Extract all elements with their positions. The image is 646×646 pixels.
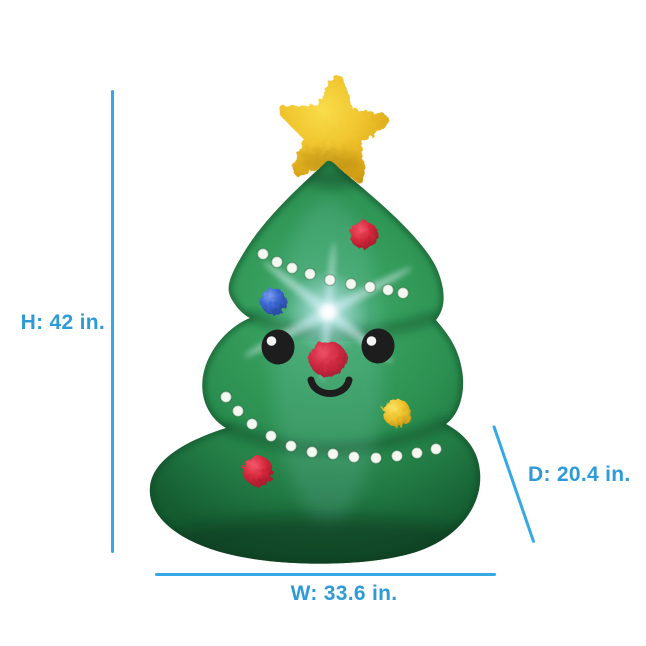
height-dimension-label: H: 42 in. xyxy=(20,311,105,334)
width-dimension-line xyxy=(155,573,496,576)
width-dimension-label: W: 33.6 in. xyxy=(290,582,398,605)
lower-garland-dots xyxy=(219,390,443,465)
smile xyxy=(307,376,353,397)
tree-body xyxy=(149,160,481,564)
height-dimension-line xyxy=(111,90,114,553)
upper-garland-dots xyxy=(256,247,410,300)
ornament-yellow-right xyxy=(383,399,411,427)
red-nose xyxy=(309,341,347,377)
ornament-red-bottom xyxy=(243,456,273,486)
ornament-red-top xyxy=(350,221,378,249)
ornament-blue-left xyxy=(260,288,286,314)
depth-dimension-label: D: 20.4 in. xyxy=(528,463,631,486)
tree-face xyxy=(261,328,395,397)
